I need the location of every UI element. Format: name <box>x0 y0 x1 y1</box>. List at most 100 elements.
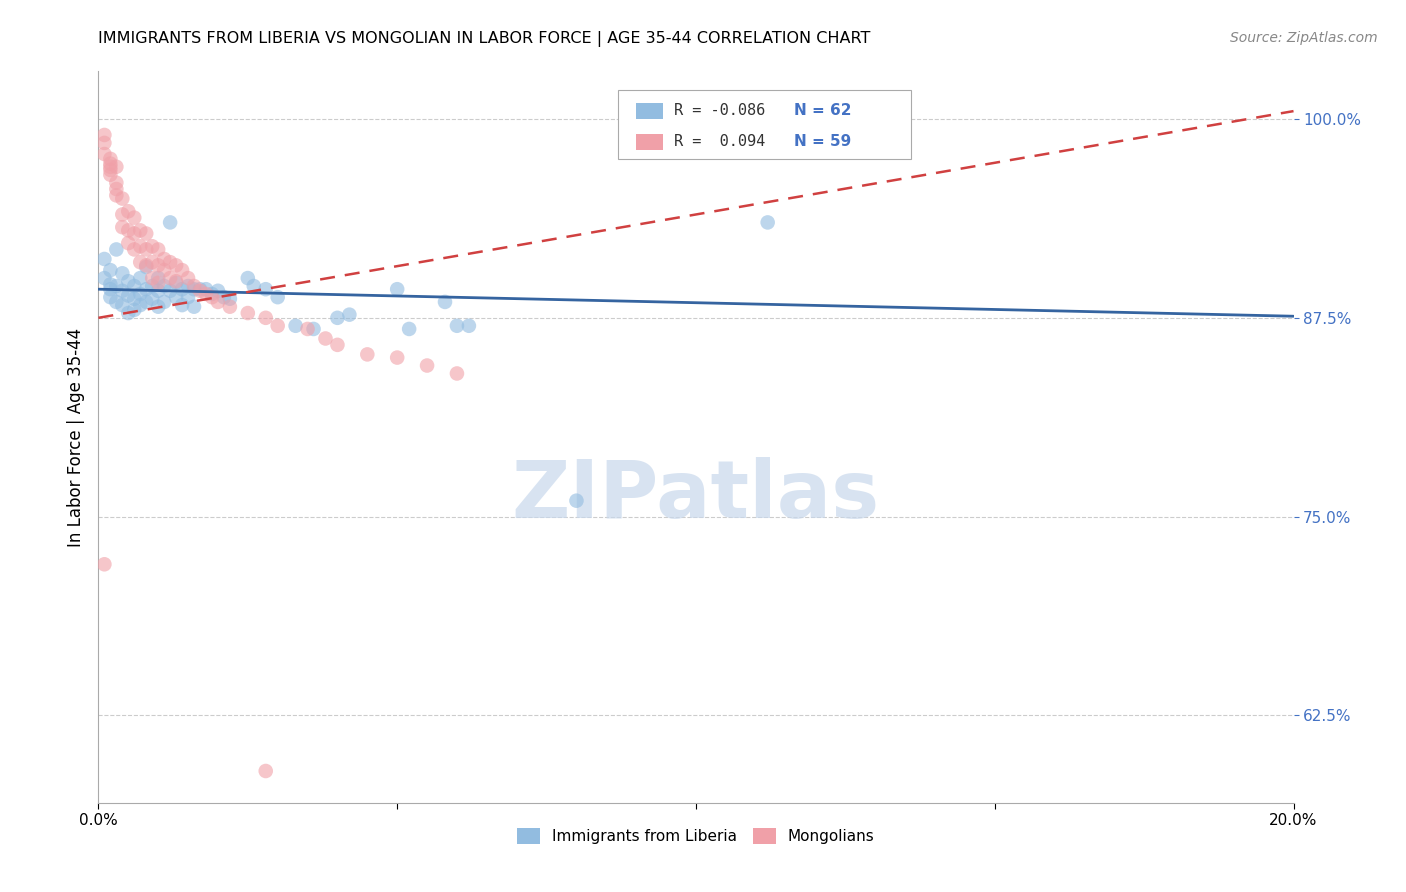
Point <box>93 252 115 266</box>
Point <box>93 128 115 142</box>
Point <box>129 223 152 237</box>
Point <box>153 252 176 266</box>
Point <box>105 243 128 257</box>
Point <box>172 298 194 312</box>
Point <box>434 294 457 309</box>
Point <box>756 215 779 229</box>
Point <box>297 322 319 336</box>
Point <box>93 136 115 150</box>
Point <box>148 271 170 285</box>
Point <box>98 277 122 292</box>
Point <box>254 764 277 778</box>
Point <box>105 182 128 196</box>
Point <box>111 298 134 312</box>
Point <box>398 322 420 336</box>
Point <box>219 300 242 314</box>
Legend: Immigrants from Liberia, Mongolians: Immigrants from Liberia, Mongolians <box>512 822 880 850</box>
Point <box>165 258 187 272</box>
Point <box>105 160 128 174</box>
Point <box>236 306 259 320</box>
Point <box>315 331 337 345</box>
Point <box>117 236 139 251</box>
Point <box>267 290 290 304</box>
Point <box>177 271 200 285</box>
Point <box>141 292 163 306</box>
Point <box>117 274 139 288</box>
Point <box>254 310 277 325</box>
Point <box>105 279 128 293</box>
Point <box>117 204 139 219</box>
Point <box>148 258 170 272</box>
Point <box>195 287 218 301</box>
Point <box>98 168 122 182</box>
Point <box>159 255 181 269</box>
Point <box>141 239 163 253</box>
Point <box>159 284 181 298</box>
Point <box>159 271 181 285</box>
Point <box>117 306 139 320</box>
Point <box>148 284 170 298</box>
Point <box>183 300 205 314</box>
Point <box>385 351 409 365</box>
Point <box>98 160 122 174</box>
Point <box>98 156 122 170</box>
Point <box>117 288 139 302</box>
Point <box>172 282 194 296</box>
Point <box>302 322 325 336</box>
Point <box>212 290 235 304</box>
Point <box>201 290 224 304</box>
Point <box>135 258 157 272</box>
Point <box>124 243 146 257</box>
Point <box>93 271 115 285</box>
Point <box>153 279 176 293</box>
Point <box>93 147 115 161</box>
Point <box>207 294 229 309</box>
Point <box>177 290 200 304</box>
Point <box>148 243 170 257</box>
Point <box>129 287 152 301</box>
Point <box>98 263 122 277</box>
Point <box>148 300 170 314</box>
Point <box>236 271 259 285</box>
Text: R =  0.094: R = 0.094 <box>675 135 766 149</box>
Point <box>135 243 157 257</box>
Point <box>153 294 176 309</box>
Point <box>267 318 290 333</box>
Point <box>135 294 157 309</box>
Point <box>111 284 134 298</box>
Point <box>153 263 176 277</box>
Y-axis label: In Labor Force | Age 35-44: In Labor Force | Age 35-44 <box>66 327 84 547</box>
Point <box>98 282 122 296</box>
Point <box>165 290 187 304</box>
Point <box>565 493 588 508</box>
Point <box>124 211 146 225</box>
Point <box>416 359 439 373</box>
Point <box>165 274 187 288</box>
Point <box>458 318 481 333</box>
Point <box>183 279 205 293</box>
Point <box>141 255 163 269</box>
Point <box>339 308 361 322</box>
Point <box>201 287 224 301</box>
Point <box>326 310 349 325</box>
Point <box>326 338 349 352</box>
Point <box>105 188 128 202</box>
FancyBboxPatch shape <box>637 134 662 150</box>
Point <box>177 279 200 293</box>
Text: IMMIGRANTS FROM LIBERIA VS MONGOLIAN IN LABOR FORCE | AGE 35-44 CORRELATION CHAR: IMMIGRANTS FROM LIBERIA VS MONGOLIAN IN … <box>98 31 870 47</box>
Point <box>159 215 181 229</box>
Point <box>93 558 115 572</box>
Point <box>129 255 152 269</box>
Point <box>98 163 122 178</box>
Point <box>111 192 134 206</box>
Point <box>124 302 146 317</box>
Point <box>446 367 468 381</box>
Point <box>141 279 163 293</box>
Point <box>219 292 242 306</box>
Point <box>129 298 152 312</box>
Point <box>98 152 122 166</box>
FancyBboxPatch shape <box>619 90 911 159</box>
Point <box>105 294 128 309</box>
Point <box>135 260 157 274</box>
Point <box>141 271 163 285</box>
